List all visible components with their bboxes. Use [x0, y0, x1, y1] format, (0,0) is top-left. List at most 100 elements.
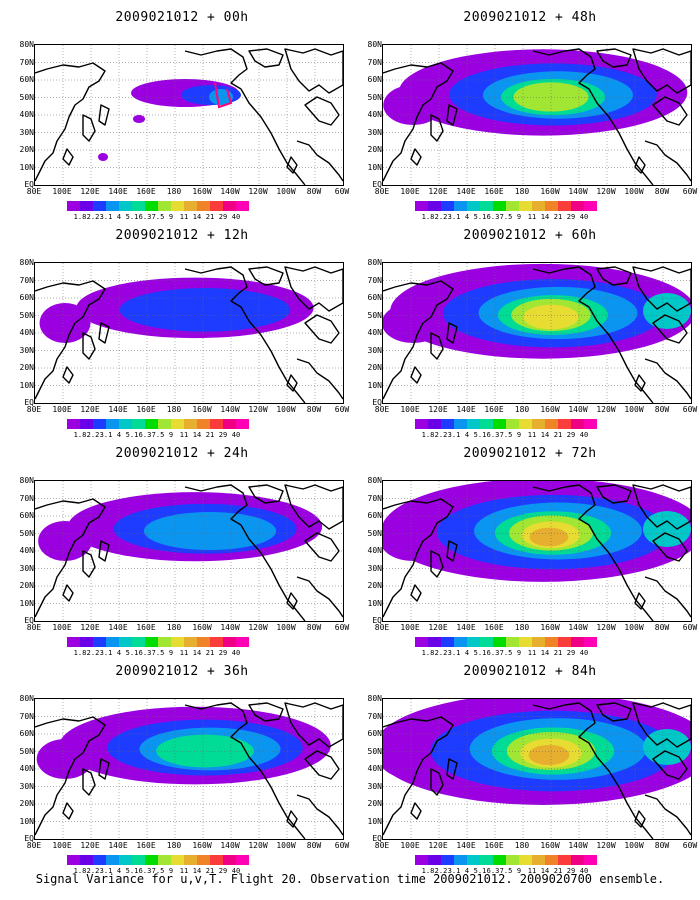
colorbar-swatch [184, 419, 197, 429]
colorbar-label: 3.1 [99, 431, 113, 439]
colorbar-label: 2.2 [434, 649, 448, 657]
colorbar-swatch [467, 201, 480, 211]
longitude-label: 100E [400, 841, 420, 850]
longitude-label: 120E [428, 623, 448, 632]
map-field [383, 481, 691, 621]
colorbar-swatch [441, 637, 454, 647]
longitude-label: 180 [166, 623, 182, 632]
latitude-label: 30N [367, 563, 382, 573]
longitude-label: 60W [682, 405, 698, 414]
map-area [382, 262, 692, 404]
colorbar-swatch [67, 201, 80, 211]
latitude-label: 40N [19, 328, 34, 337]
colorbar-swatch [67, 855, 80, 865]
latitude-label: 80N [367, 40, 382, 49]
colorbar-label: 4 [464, 213, 470, 221]
colorbar-label: 14 [192, 431, 202, 439]
longitude-label: 120W [248, 841, 268, 850]
longitude-label: 160W [192, 405, 212, 414]
colorbar-label: 4 [116, 213, 122, 221]
longitude-label: 140E [456, 187, 476, 196]
colorbar-label: 1.8 [73, 431, 87, 439]
colorbar-swatch [558, 637, 571, 647]
latitude-label: 80N [367, 258, 382, 267]
colorbar-label: 9 [168, 213, 174, 221]
colorbar-swatch [67, 419, 80, 429]
colorbar-swatch [428, 855, 441, 865]
latitude-label: 20N [367, 799, 382, 808]
colorbar-swatch [454, 201, 467, 211]
colorbar-label: 6.3 [138, 431, 152, 439]
colorbar-label: 40 [579, 649, 589, 657]
map-panel: 2009021012 + 72h 80N 70N 60N 50N 40N 30N 20N 10N… [360, 440, 700, 662]
longitude-label: 120E [80, 187, 100, 196]
colorbar-label: 7.5 [499, 213, 513, 221]
colorbar-label: 21 [205, 213, 215, 221]
map-field [383, 263, 691, 403]
latitude-label: 10N [367, 162, 382, 172]
longitude-label: 140W [220, 187, 240, 196]
latitude-label: 80N [367, 694, 382, 703]
colorbar-label: 5.1 [473, 213, 487, 221]
colorbar-swatch [415, 637, 428, 647]
latitude-label: 80N [367, 476, 382, 485]
longitude-label: 100E [52, 405, 72, 414]
colorbar-swatch [558, 419, 571, 429]
latitude-label: 50N [367, 528, 382, 538]
longitude-label: 100W [276, 187, 296, 196]
latitude-label: 70N [367, 711, 382, 721]
colorbar-label: 2.2 [86, 213, 100, 221]
colorbar-swatch [236, 637, 249, 647]
colorbar-swatch [223, 419, 236, 429]
colorbar-label: 11 [179, 867, 189, 875]
longitude-label: 160E [484, 623, 504, 632]
colorbar-swatch [545, 855, 558, 865]
map-area [34, 698, 344, 840]
colorbar-label: 11 [179, 649, 189, 657]
colorbar-label: 3.1 [447, 431, 461, 439]
latitude-label: 80N [19, 694, 34, 703]
colorbar-label: 9 [516, 431, 522, 439]
longitude-label: 100W [276, 841, 296, 850]
map-panel: 2009021012 + 48h 80N 70N 60N 50N 40N 30N 20N 10N… [360, 4, 700, 226]
colorbar-swatch [545, 637, 558, 647]
colorbar-label: 9 [168, 867, 174, 875]
colorbar-label: 2.2 [86, 649, 100, 657]
longitude-label: 120W [596, 623, 616, 632]
colorbar-label: 6.3 [486, 431, 500, 439]
colorbar [67, 419, 249, 429]
longitude-label: 160W [540, 405, 560, 414]
colorbar-swatch [480, 637, 493, 647]
longitude-label: 160E [136, 187, 156, 196]
colorbar-swatch [93, 419, 106, 429]
map-field [35, 699, 343, 839]
longitude-label: 120W [248, 623, 268, 632]
colorbar-label: 29 [566, 649, 576, 657]
map-panel: 2009021012 + 84h 80N 70N 60N 50N 40N 30N 20N 10N… [360, 658, 700, 880]
colorbar-swatch [158, 855, 171, 865]
latitude-label: 70N [19, 711, 34, 721]
colorbar-label: 14 [540, 431, 550, 439]
colorbar-swatch [428, 201, 441, 211]
colorbar-swatch [197, 419, 210, 429]
colorbar-label: 3.1 [99, 867, 113, 875]
longitude-label: 180 [166, 841, 182, 850]
colorbar-swatch [158, 419, 171, 429]
colorbar-swatch [480, 855, 493, 865]
latitude-label: 10N [19, 380, 34, 390]
longitude-label: 100E [400, 405, 420, 414]
longitude-label: 100W [276, 405, 296, 414]
longitude-label: 140E [456, 405, 476, 414]
colorbar-swatch [93, 201, 106, 211]
panel-title: 2009021012 + 36h [115, 664, 249, 679]
figure-caption: Signal Variance for u,v,T. Flight 20. Ob… [35, 872, 665, 886]
colorbar-label: 29 [218, 431, 228, 439]
colorbar-label: 9 [168, 649, 174, 657]
latitude-label: 70N [19, 57, 34, 67]
longitude-label: 120E [80, 623, 100, 632]
latitude-label: 40N [19, 764, 34, 773]
map-field [383, 45, 691, 185]
longitude-label: 100W [624, 187, 644, 196]
map-panel: 2009021012 + 24h 80N 70N 60N 50N 40N 30N 20N 10N… [12, 440, 352, 662]
longitude-label: 60W [334, 187, 350, 196]
